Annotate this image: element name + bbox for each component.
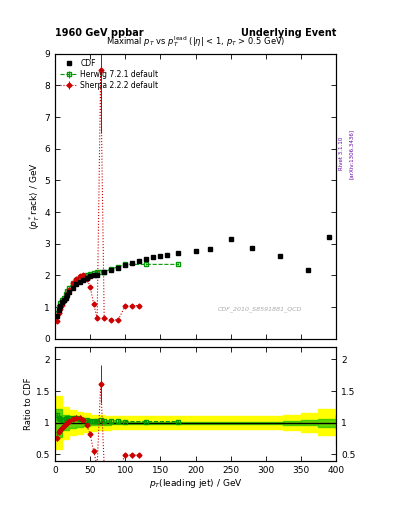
CDF	[88, 273, 92, 280]
Text: 1960 GeV ppbar: 1960 GeV ppbar	[55, 28, 144, 38]
CDF	[109, 267, 114, 273]
CDF	[63, 294, 68, 301]
CDF	[61, 297, 66, 303]
Legend: CDF, Herwig 7.2.1 default, Sherpa 2.2.2 default: CDF, Herwig 7.2.1 default, Sherpa 2.2.2 …	[59, 57, 160, 92]
Text: [arXiv:1306.3436]: [arXiv:1306.3436]	[349, 129, 354, 179]
Text: CDF_2010_S8591881_QCD: CDF_2010_S8591881_QCD	[218, 306, 302, 312]
CDF	[65, 292, 70, 298]
CDF	[277, 253, 282, 260]
X-axis label: $p_T$(leading jet) / GeV: $p_T$(leading jet) / GeV	[149, 477, 242, 490]
CDF	[165, 252, 170, 258]
CDF	[306, 267, 310, 273]
CDF	[81, 276, 86, 283]
CDF	[176, 250, 180, 257]
CDF	[67, 289, 72, 295]
CDF	[228, 236, 233, 242]
CDF	[123, 262, 128, 268]
CDF	[158, 253, 163, 259]
CDF	[84, 274, 89, 281]
CDF	[130, 260, 135, 266]
CDF	[60, 300, 64, 306]
Y-axis label: $\langle p^*_T\mathrm{rack}\rangle$ / GeV: $\langle p^*_T\mathrm{rack}\rangle$ / Ge…	[27, 162, 42, 230]
CDF	[193, 248, 198, 254]
CDF	[207, 246, 212, 252]
CDF	[54, 313, 59, 319]
Text: Rivet 3.1.10: Rivet 3.1.10	[339, 137, 344, 170]
CDF	[144, 255, 149, 262]
CDF	[70, 285, 75, 291]
CDF	[56, 307, 61, 313]
CDF	[250, 245, 254, 251]
CDF	[77, 279, 82, 285]
Line: CDF: CDF	[54, 234, 331, 318]
CDF	[95, 271, 99, 278]
CDF	[116, 265, 121, 271]
Text: Maximal $p_T$ vs $p_T^{\rm lead}$ ($|\eta|$ < 1, $p_T$ > 0.5 GeV): Maximal $p_T$ vs $p_T^{\rm lead}$ ($|\et…	[106, 35, 285, 50]
Y-axis label: Ratio to CDF: Ratio to CDF	[24, 377, 33, 430]
CDF	[58, 303, 62, 309]
Text: Underlying Event: Underlying Event	[241, 28, 336, 38]
CDF	[102, 269, 107, 275]
CDF	[74, 281, 79, 287]
CDF	[151, 254, 156, 260]
CDF	[91, 272, 96, 279]
CDF	[327, 234, 331, 240]
CDF	[137, 258, 142, 264]
